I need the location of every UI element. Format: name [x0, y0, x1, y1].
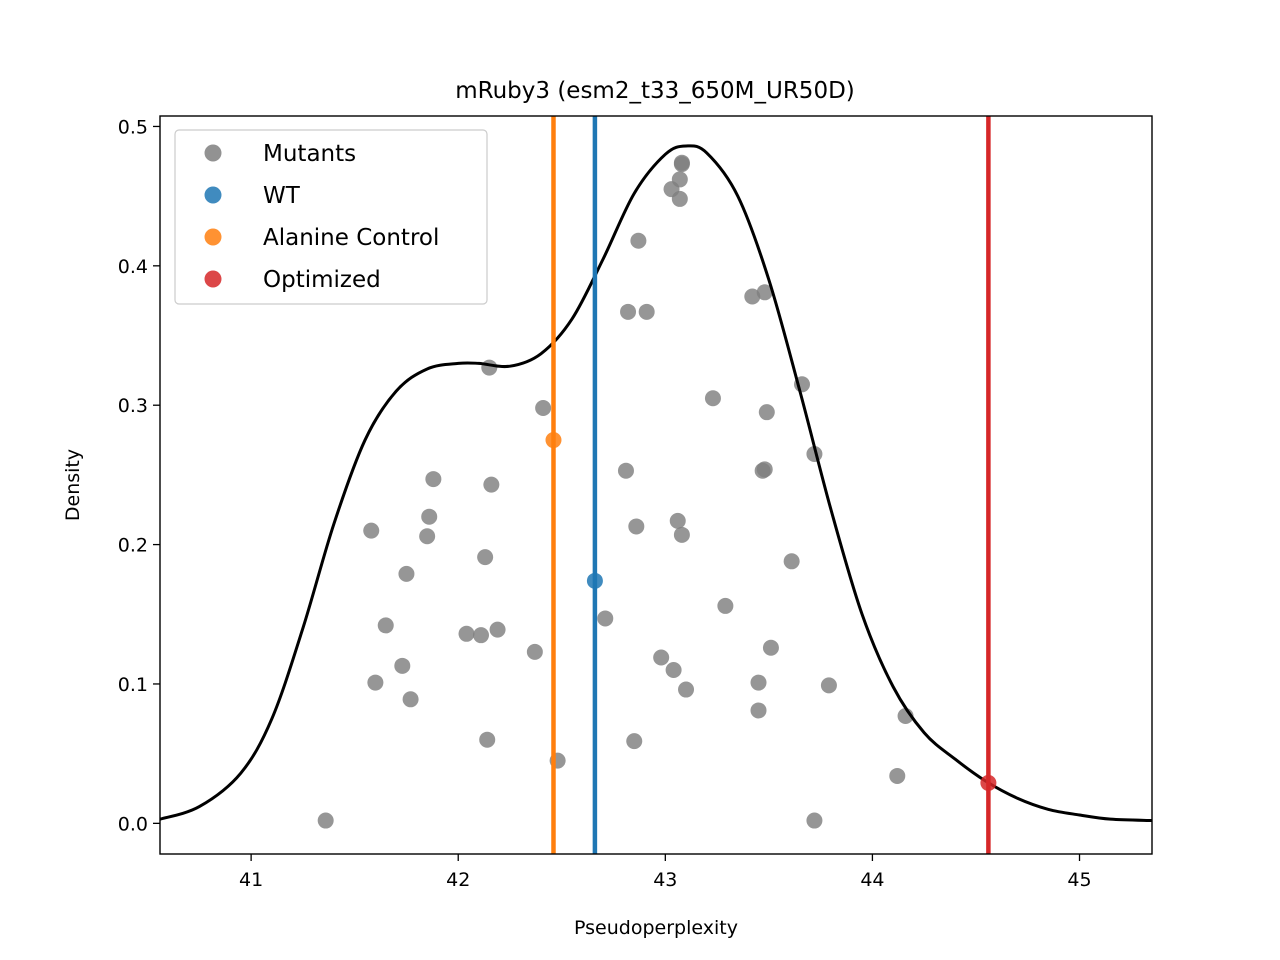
mutant-point	[671, 190, 688, 207]
mutant-point	[419, 528, 436, 545]
legend-label: Alanine Control	[263, 225, 439, 251]
mutant-point	[806, 812, 823, 829]
mutant-point	[750, 674, 767, 691]
wt-point	[586, 572, 603, 589]
mutant-point	[678, 681, 695, 698]
mutant-point	[756, 461, 773, 478]
mutant-point	[489, 621, 506, 638]
legend-label: Optimized	[263, 267, 381, 293]
mutant-point	[762, 639, 779, 656]
mutant-point	[363, 522, 380, 539]
mutant-point	[477, 549, 494, 566]
legend-marker	[204, 144, 222, 162]
mutant-point	[483, 476, 500, 493]
mutant-point	[367, 674, 384, 691]
mutant-point	[889, 767, 906, 784]
alanine-control-point	[545, 432, 562, 449]
x-tick-label: 42	[446, 869, 470, 891]
mutant-point	[481, 359, 498, 376]
mutant-point	[425, 471, 442, 488]
y-tick-label: 0.5	[118, 116, 148, 138]
mutant-point	[394, 657, 411, 674]
optimized-point	[980, 774, 997, 791]
mutant-point	[673, 156, 690, 173]
x-tick-label: 43	[653, 869, 677, 891]
mutant-point	[620, 303, 637, 320]
mutant-point	[402, 691, 419, 708]
legend-box	[174, 129, 488, 305]
mutant-point	[377, 617, 394, 634]
mutant-point	[671, 171, 688, 188]
mutant-point	[638, 303, 655, 320]
mutant-point	[398, 565, 415, 582]
mutant-point	[617, 462, 634, 479]
mutant-point	[665, 662, 682, 679]
y-axis-label: Density	[62, 449, 84, 521]
mutant-point	[673, 526, 690, 543]
y-tick-label: 0.4	[118, 256, 148, 278]
x-tick-label: 45	[1067, 869, 1091, 891]
y-tick-label: 0.0	[118, 813, 148, 835]
plot-frame	[159, 115, 1153, 855]
legend-marker	[204, 186, 222, 204]
mutant-point	[783, 553, 800, 570]
mutant-point	[653, 649, 670, 666]
mutant-point	[458, 625, 475, 642]
mutant-point	[479, 731, 496, 748]
mutant-point	[756, 284, 773, 301]
density-curve	[160, 144, 1152, 823]
x-tick-label: 41	[239, 869, 263, 891]
legend-marker	[204, 228, 222, 246]
mutant-point	[473, 627, 490, 644]
y-tick-label: 0.2	[118, 535, 148, 557]
mutant-point	[758, 404, 775, 421]
mutant-point	[597, 610, 614, 627]
mutant-point	[628, 518, 645, 535]
legend-marker	[204, 270, 222, 288]
legend-label: Mutants	[263, 141, 356, 167]
mutant-point	[626, 733, 643, 750]
y-tick-label: 0.3	[118, 395, 148, 417]
mutant-point	[317, 812, 334, 829]
legend: Mutants WT Alanine Control Optimized	[174, 129, 488, 305]
legend-label: WT	[263, 183, 301, 209]
mutant-point	[717, 597, 734, 614]
y-tick-label: 0.1	[118, 674, 148, 696]
mutant-point	[526, 643, 543, 660]
x-axis-label: Pseudoperplexity	[574, 917, 738, 939]
mutant-point	[669, 512, 686, 529]
mutant-point	[750, 702, 767, 719]
mutant-point	[744, 288, 761, 305]
x-tick-label: 44	[860, 869, 884, 891]
mutant-point	[421, 508, 438, 525]
mutant-point	[630, 232, 647, 249]
mutant-point	[820, 677, 837, 694]
mutant-point	[535, 399, 552, 416]
mutant-point	[704, 390, 721, 407]
chart-title: mRuby3 (esm2_t33_650M_UR50D)	[455, 78, 855, 104]
